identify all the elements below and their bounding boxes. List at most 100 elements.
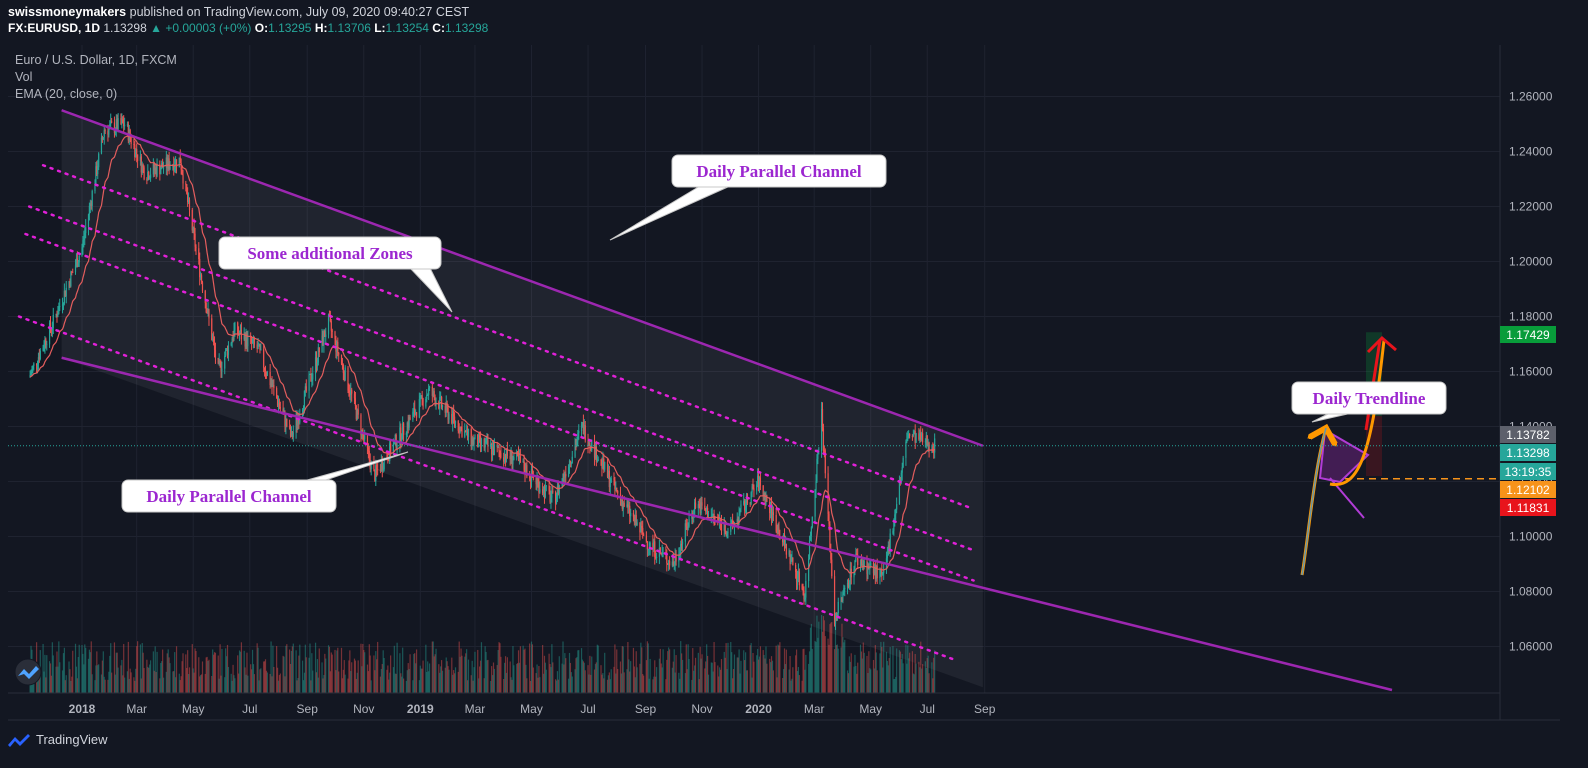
volume-bar [130, 672, 132, 693]
volume-bar [289, 649, 291, 693]
callout-box[interactable] [218, 236, 442, 270]
volume-bar [564, 653, 566, 693]
volume-bar [834, 621, 837, 693]
candle-body [484, 442, 486, 448]
candle-body [925, 435, 927, 442]
channel-upper-line[interactable] [61, 109, 984, 447]
volume-bar [519, 646, 521, 693]
impulse-blue-line [1301, 427, 1327, 576]
volume-bar [542, 673, 545, 693]
volume-bar [114, 674, 116, 693]
candle-body [666, 554, 668, 564]
volume-bar [193, 672, 195, 693]
candle-body [833, 576, 836, 624]
volume-bar [518, 662, 521, 693]
volume-bar [246, 652, 248, 693]
candle-body [286, 418, 288, 427]
candle-body [731, 520, 733, 523]
volume-bar [36, 673, 39, 693]
candle-body [567, 466, 570, 477]
candle-body [552, 491, 554, 493]
x-tick-label: Mar [126, 702, 147, 716]
volume-bar [368, 644, 370, 693]
time-axis: 2018 Mar May Jul Sep Nov 2019 Mar May Jul Sep Nov 20… [69, 702, 996, 716]
volume-bar [881, 646, 883, 693]
volume-bar [231, 680, 233, 693]
volume-bar [95, 665, 97, 693]
volume-bar [310, 680, 312, 693]
candle-body [122, 119, 124, 123]
candle-body [168, 158, 170, 170]
volume-bar [52, 655, 54, 693]
candle-body [188, 199, 191, 210]
volume-bar [422, 660, 424, 693]
volume-bar [208, 659, 210, 693]
volume-bar [50, 675, 53, 693]
zone-line[interactable] [27, 205, 975, 552]
projection-arrowhead-icon [1366, 335, 1397, 354]
flag-triangle [1318, 428, 1370, 484]
volume-bar [420, 668, 422, 693]
zone-line[interactable] [41, 164, 975, 511]
candle-body [688, 518, 690, 527]
candle-body [555, 496, 558, 504]
volume-bar [484, 646, 486, 693]
zone-line[interactable] [24, 232, 975, 582]
volume-bar [136, 646, 138, 693]
candle-body [258, 344, 260, 346]
callout-box[interactable] [121, 479, 337, 513]
volume-bar [587, 665, 589, 693]
candle-body [529, 476, 531, 479]
candle-body [504, 454, 506, 462]
candle-body [634, 515, 636, 523]
channel-lower-line[interactable] [61, 356, 1393, 692]
candle-body [512, 460, 514, 465]
candle-body [487, 440, 489, 447]
symbol[interactable]: FX:EURUSD, 1D [8, 21, 101, 35]
volume-bar [668, 649, 671, 693]
volume-bar [908, 658, 910, 693]
candle-body [45, 339, 47, 345]
volume-bar [279, 673, 281, 693]
callout-box[interactable] [671, 154, 887, 188]
volume-bar [94, 680, 96, 693]
candle-body [659, 547, 661, 553]
candle-body [621, 500, 623, 509]
footer-brand[interactable]: TradingView [8, 732, 108, 747]
volume-bar [478, 678, 480, 693]
candle-body [175, 159, 178, 168]
volume-bar [620, 673, 622, 693]
volume-bar [200, 675, 202, 693]
candle-body [615, 487, 617, 490]
candle-body [477, 434, 479, 448]
volume-bar [108, 671, 110, 693]
price-tag [1500, 499, 1556, 516]
candle-body [536, 480, 538, 485]
candle-body [610, 478, 612, 483]
candle-body [263, 367, 266, 371]
volume-bar [232, 664, 234, 693]
candle-body [89, 203, 91, 206]
candle-body [327, 314, 330, 335]
volume-bar [480, 642, 483, 693]
candle-body [486, 440, 488, 442]
volume-bar [555, 680, 558, 693]
candle-body [675, 556, 677, 562]
zone-line[interactable] [17, 315, 958, 662]
volume-bar [217, 655, 219, 693]
volume-bar [135, 668, 137, 693]
volume-bar [653, 676, 655, 693]
candle-body [668, 560, 671, 566]
candle-body [687, 526, 689, 530]
volume-bar [431, 641, 433, 693]
candle-body [766, 496, 768, 502]
volume-bar [51, 642, 53, 693]
candle-body [522, 460, 524, 462]
callout-box[interactable] [1291, 381, 1447, 415]
volume-bar [77, 656, 79, 693]
candle-body [225, 348, 228, 350]
candle-body [717, 518, 719, 520]
publisher-name[interactable]: swissmoneymakers [8, 5, 127, 19]
volume-bar [383, 657, 385, 693]
